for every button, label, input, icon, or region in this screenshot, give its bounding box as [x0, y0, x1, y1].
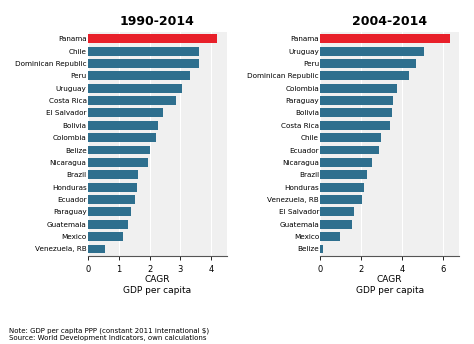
Bar — [320, 207, 354, 216]
Bar — [88, 121, 158, 130]
Bar — [320, 170, 367, 179]
Bar — [88, 47, 199, 56]
Bar — [88, 146, 150, 154]
Bar — [88, 245, 105, 254]
X-axis label: CAGR
GDP per capita: CAGR GDP per capita — [123, 275, 191, 294]
Text: Note: GDP per capita PPP (constant 2011 international $)
Source: World Developme: Note: GDP per capita PPP (constant 2011 … — [9, 327, 210, 341]
Bar — [320, 195, 362, 204]
Bar — [320, 133, 381, 142]
Bar — [320, 47, 424, 56]
Bar — [88, 59, 199, 68]
Bar — [320, 146, 379, 154]
Bar — [88, 220, 128, 229]
Bar — [320, 72, 409, 80]
Bar — [88, 108, 163, 117]
Bar — [320, 121, 390, 130]
Bar — [320, 158, 373, 167]
Bar — [88, 207, 130, 216]
Bar — [320, 220, 352, 229]
Bar — [320, 34, 450, 43]
Bar — [88, 170, 138, 179]
Bar — [88, 72, 190, 80]
Bar — [88, 183, 137, 192]
Bar — [88, 232, 123, 241]
Bar — [88, 158, 148, 167]
Bar — [320, 96, 393, 105]
Bar — [88, 96, 176, 105]
Bar — [88, 195, 135, 204]
Bar — [320, 84, 397, 93]
Bar — [320, 59, 416, 68]
Bar — [88, 34, 218, 43]
Bar — [320, 108, 392, 117]
Bar — [320, 245, 323, 254]
Title: 1990-2014: 1990-2014 — [120, 15, 195, 28]
Bar — [88, 84, 182, 93]
Bar — [88, 133, 156, 142]
Bar — [320, 232, 340, 241]
Title: 2004-2014: 2004-2014 — [352, 15, 427, 28]
X-axis label: CAGR
GDP per capita: CAGR GDP per capita — [356, 275, 424, 294]
Bar — [320, 183, 364, 192]
